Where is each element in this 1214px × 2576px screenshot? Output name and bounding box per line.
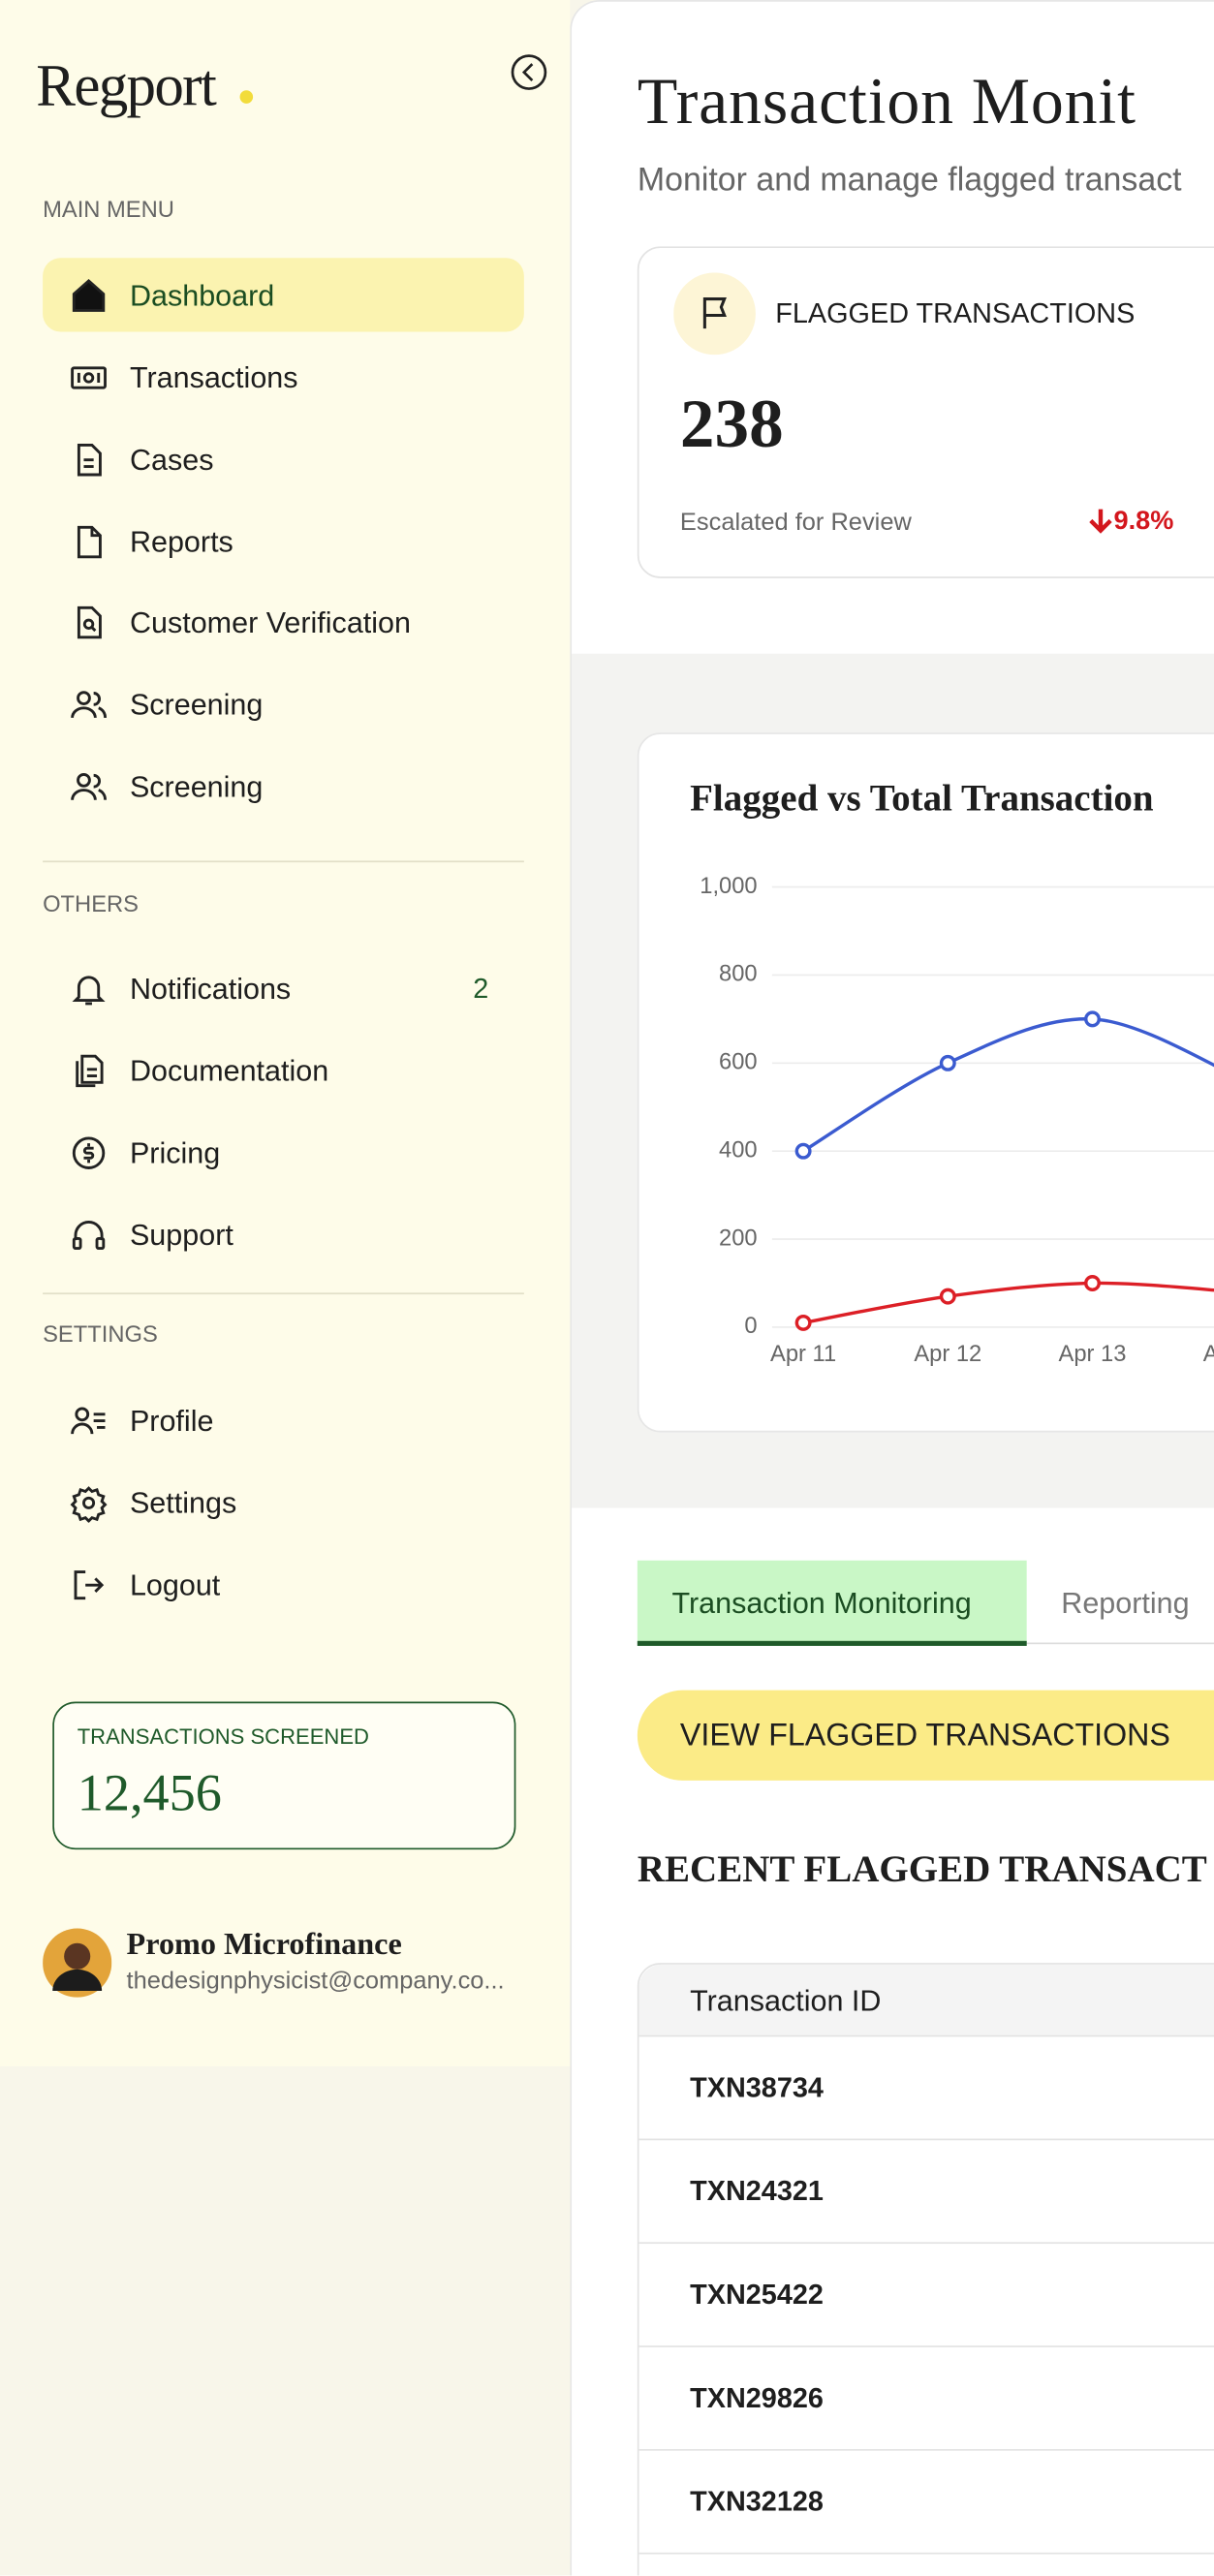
menu-item[interactable]: Profile (129, 1404, 214, 1438)
page-subtitle: Monitor and manage flagged transact (637, 162, 1182, 200)
table (637, 1963, 1214, 2576)
section-heading: MAIN MENU (43, 195, 174, 222)
row-divider (638, 2552, 1214, 2555)
menu-item[interactable]: Customer Verification (129, 605, 412, 639)
collapse-button[interactable] (511, 54, 547, 90)
row-divider (638, 2345, 1214, 2347)
logo: Regport (36, 52, 216, 119)
series-line (802, 1281, 1214, 1325)
x-tick-label: Apr 14 (1203, 1342, 1214, 1367)
data-point (1084, 1010, 1101, 1028)
menu-item[interactable]: Support (129, 1219, 233, 1252)
x-tick-label: Apr 13 (1059, 1342, 1127, 1367)
row-divider (638, 2138, 1214, 2141)
divider (43, 1292, 524, 1295)
stat-card-value: 238 (679, 388, 784, 464)
data-point (794, 1314, 812, 1331)
section-title: RECENT FLAGGED TRANSACT (637, 1848, 1207, 1890)
column-header: Transaction ID (690, 1984, 882, 2018)
down-arrow (1089, 509, 1112, 534)
data-point (1084, 1275, 1101, 1292)
menu-icon (70, 1486, 108, 1523)
menu-icon (72, 1221, 106, 1251)
y-tick-label: 0 (744, 1314, 757, 1339)
tab[interactable]: Transaction Monitoring (671, 1586, 972, 1620)
menu-item[interactable]: Logout (129, 1568, 221, 1602)
menu-icon (71, 366, 107, 389)
table-header (638, 1964, 1214, 2035)
chart-title: Flagged vs Total Transaction (690, 777, 1154, 820)
menu-item[interactable]: Dashboard (129, 279, 275, 313)
menu-icon (71, 691, 107, 719)
table-cell: TXN29826 (690, 2382, 824, 2414)
row-divider (638, 2242, 1214, 2245)
row-divider (638, 2034, 1214, 2037)
x-tick-label: Apr 12 (914, 1342, 981, 1367)
table-cell: TXN25422 (690, 2279, 824, 2311)
y-tick-label: 600 (719, 1050, 758, 1075)
stat-box (52, 1701, 516, 1850)
section-heading: SETTINGS (43, 1320, 158, 1348)
menu-icon (72, 1136, 106, 1169)
menu-icon (72, 976, 106, 1006)
menu-icon (71, 1407, 106, 1435)
menu-item[interactable]: Transactions (129, 361, 298, 394)
active-tab[interactable] (637, 1560, 1027, 1646)
menu-icon (77, 605, 102, 639)
menu-icon (77, 444, 102, 477)
user-email: thedesignphysicist@company.co... (126, 1967, 505, 1996)
stat-value: 12,456 (77, 1762, 222, 1822)
menu-item[interactable]: Screening (129, 770, 264, 804)
menu-item[interactable]: Notifications (129, 972, 292, 1006)
y-tick-label: 1,000 (700, 874, 757, 899)
section-heading: OTHERS (43, 889, 140, 917)
menu-item[interactable]: Pricing (129, 1136, 221, 1170)
menu-item[interactable]: Settings (129, 1486, 237, 1520)
data-point (794, 1142, 812, 1160)
stat-label: TRANSACTIONS SCREENED (77, 1723, 369, 1749)
stat-card-note: Escalated for Review (679, 508, 912, 537)
y-tick-label: 800 (719, 962, 758, 987)
user-name: Promo Microfinance (126, 1927, 402, 1963)
stat-card-label: FLAGGED TRANSACTIONS (775, 297, 1136, 329)
menu-item[interactable]: Cases (129, 443, 214, 477)
menu-icon (72, 279, 106, 312)
menu-item[interactable]: Documentation (129, 1054, 329, 1088)
data-point (939, 1054, 956, 1071)
menu-item[interactable]: Screening (129, 688, 264, 722)
data-point (939, 1288, 956, 1305)
logo-dot (239, 90, 254, 104)
menu-item[interactable]: Reports (129, 525, 233, 559)
view-button[interactable] (637, 1690, 1214, 1781)
divider (43, 860, 524, 863)
avatar (43, 1928, 112, 1998)
y-tick-label: 200 (719, 1226, 758, 1251)
menu-icon (71, 772, 107, 800)
stat-card-change: 9.8% (1113, 507, 1174, 536)
menu-icon (76, 1054, 104, 1088)
y-tick-label: 400 (719, 1137, 758, 1163)
menu-icon (74, 1570, 105, 1600)
button-label[interactable]: VIEW FLAGGED TRANSACTIONS (679, 1719, 1170, 1754)
badge: 2 (473, 973, 489, 1005)
table-cell: TXN24321 (690, 2175, 824, 2207)
row-divider (638, 2448, 1214, 2451)
active-menu-item[interactable] (43, 258, 524, 332)
series-line (802, 1017, 1214, 1153)
page-title: Transaction Monit (637, 64, 1136, 139)
chart-card (637, 732, 1214, 1433)
menu-icon (77, 525, 102, 559)
x-tick-label: Apr 11 (770, 1342, 836, 1367)
tab[interactable]: Reporting (1061, 1586, 1190, 1620)
table-cell: TXN32128 (690, 2486, 824, 2518)
flag-icon (673, 272, 756, 356)
table-cell: TXN38734 (690, 2071, 824, 2104)
